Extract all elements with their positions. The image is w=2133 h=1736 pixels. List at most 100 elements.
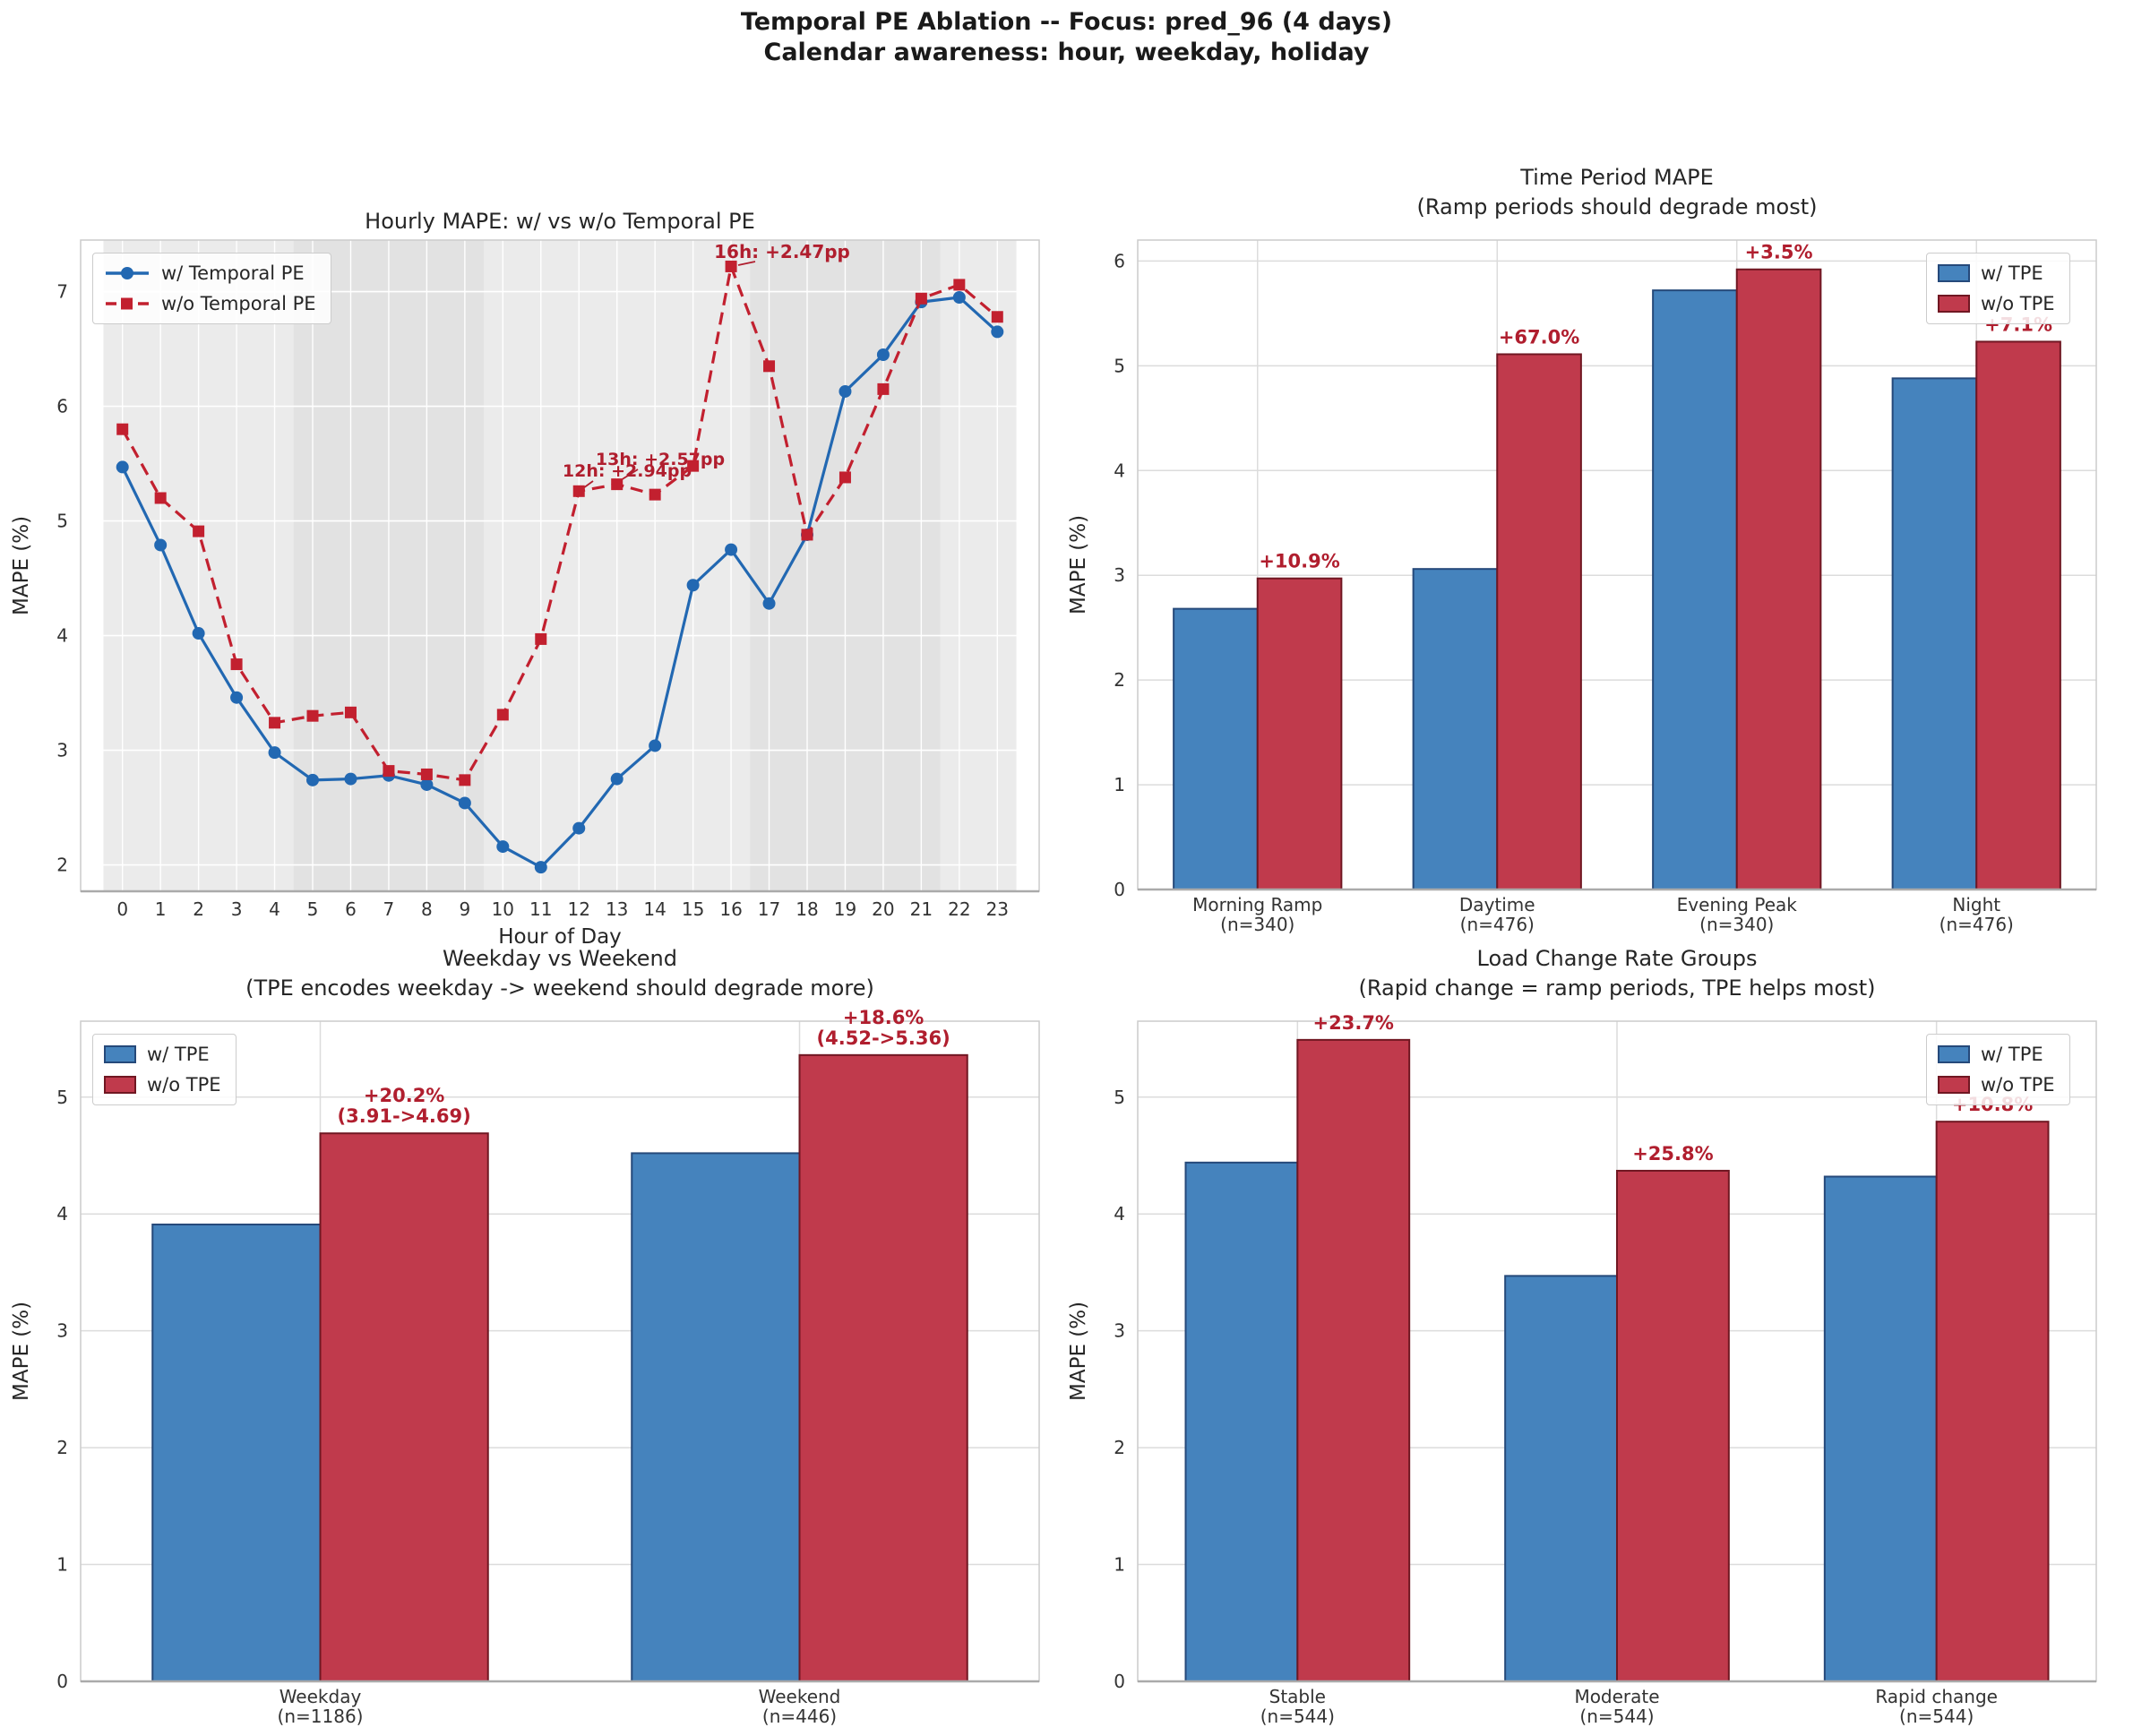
y-tick-label: 1 xyxy=(56,1554,68,1576)
weekday-legend: w/ TPE w/o TPE xyxy=(92,1034,237,1105)
bar-swatch-red xyxy=(1938,295,1970,313)
category-count-label: (n=544) xyxy=(1899,1706,1974,1727)
time-period-title-line1: Time Period MAPE xyxy=(1520,165,1714,190)
figure-title: Temporal PE Ablation -- Focus: pred_96 (… xyxy=(0,7,2133,68)
x-tick-label: 13 xyxy=(606,898,628,920)
y-tick-label: 5 xyxy=(1114,355,1125,376)
bar-annotation-0: (3.91->4.69) xyxy=(338,1105,471,1127)
figure-title-line2: Calendar awareness: hour, weekday, holid… xyxy=(763,39,1370,66)
x-tick-label: 16 xyxy=(719,898,742,920)
load-change-legend-item-with: w/ TPE xyxy=(1938,1044,2055,1065)
category-count-label: (n=476) xyxy=(1460,914,1535,935)
bar-swatch-blue xyxy=(1938,264,1970,282)
y-tick-label: 5 xyxy=(56,1087,68,1108)
annotation-12h: 12h: +2.94pp xyxy=(563,461,692,481)
y-tick-label: 3 xyxy=(1114,564,1125,586)
category-label: Daytime xyxy=(1459,894,1535,915)
hourly-xaxis-label: Hour of Day xyxy=(498,925,622,949)
x-tick-label: 22 xyxy=(948,898,970,920)
weekday-legend-label-without: w/o TPE xyxy=(147,1074,221,1096)
y-tick-label: 1 xyxy=(1114,1554,1125,1576)
y-tick-label: 4 xyxy=(56,1203,68,1225)
load_change-plot: +23.7%Stable(n=544)+25.8%Moderate(n=544)… xyxy=(1114,1012,2097,1727)
y-tick-label: 3 xyxy=(56,1320,68,1342)
y-tick-label: 3 xyxy=(1114,1320,1125,1342)
point-with-tpe-h20 xyxy=(876,348,890,361)
point-without-tpe-h5 xyxy=(306,709,319,722)
point-with-tpe-h14 xyxy=(649,739,662,752)
hourly-legend-item-with: w/ Temporal PE xyxy=(104,262,316,284)
bar-annotation-1: (4.52->5.36) xyxy=(817,1027,950,1049)
point-with-tpe-h10 xyxy=(496,840,510,854)
point-with-tpe-h12 xyxy=(572,821,586,835)
weekday-chart-title: Weekday vs Weekend (TPE encodes weekday … xyxy=(81,944,1039,1003)
x-tick-label: 7 xyxy=(383,898,395,920)
point-without-tpe-h9 xyxy=(459,774,471,786)
category-count-label: (n=340) xyxy=(1699,914,1774,935)
category-count-label: (n=1186) xyxy=(278,1706,364,1727)
weekday-title-line1: Weekday vs Weekend xyxy=(443,946,677,971)
category-label: Weekend xyxy=(759,1686,841,1707)
point-with-tpe-h5 xyxy=(306,773,320,786)
point-with-tpe-h3 xyxy=(230,691,244,704)
load-change-legend-label-with: w/ TPE xyxy=(1981,1044,2043,1065)
category-label: Morning Ramp xyxy=(1192,894,1322,915)
x-tick-label: 21 xyxy=(910,898,933,920)
bar-without-tpe-1 xyxy=(1616,1169,1730,1683)
category-count-label: (n=340) xyxy=(1220,914,1294,935)
bar-with-tpe-0 xyxy=(1173,607,1259,890)
line-marker-swatch-red xyxy=(106,297,149,310)
category-label: Weekday xyxy=(280,1686,362,1707)
point-with-tpe-h19 xyxy=(839,384,852,398)
point-with-tpe-h2 xyxy=(192,627,205,640)
bar-without-tpe-3 xyxy=(1975,340,2061,890)
x-tick-label: 12 xyxy=(568,898,590,920)
time-period-chart-title: Time Period MAPE (Ramp periods should de… xyxy=(1138,163,2096,222)
y-tick-label: 2 xyxy=(56,855,68,876)
point-without-tpe-h2 xyxy=(193,525,205,537)
weekday-yaxis-label: MAPE (%) xyxy=(10,1301,33,1402)
point-with-tpe-h9 xyxy=(458,796,471,810)
x-tick-label: 0 xyxy=(116,898,128,920)
load-change-title-line1: Load Change Rate Groups xyxy=(1476,946,1758,971)
category-count-label: (n=446) xyxy=(762,1706,837,1727)
line-marker-swatch-blue xyxy=(106,267,149,279)
point-with-tpe-h4 xyxy=(268,746,281,760)
category-count-label: (n=544) xyxy=(1260,1706,1335,1727)
point-without-tpe-h22 xyxy=(953,279,966,291)
annotation-arrow xyxy=(620,468,639,481)
time-period-legend-label-with: w/ TPE xyxy=(1981,262,2043,284)
time-period-legend: w/ TPE w/o TPE xyxy=(1926,253,2070,324)
time-period-yaxis-label: MAPE (%) xyxy=(1067,514,1090,615)
bar-with-tpe-1 xyxy=(631,1152,801,1682)
bar-without-tpe-1 xyxy=(1496,353,1582,891)
y-tick-label: 6 xyxy=(56,396,68,417)
point-with-tpe-h16 xyxy=(725,543,738,556)
x-tick-label: 2 xyxy=(193,898,204,920)
point-without-tpe-h19 xyxy=(839,471,851,484)
y-tick-label: 2 xyxy=(1114,669,1125,691)
bar-with-tpe-2 xyxy=(1652,289,1738,890)
point-without-tpe-h23 xyxy=(991,311,1003,323)
x-tick-label: 11 xyxy=(529,898,552,920)
point-with-tpe-h11 xyxy=(534,861,547,874)
point-without-tpe-h17 xyxy=(763,360,776,373)
load-change-legend-label-without: w/o TPE xyxy=(1981,1074,2055,1096)
y-tick-label: 6 xyxy=(1114,250,1125,271)
bar-with-tpe-0 xyxy=(1184,1161,1299,1683)
y-tick-label: 0 xyxy=(1114,879,1125,900)
weekday-legend-item-without: w/o TPE xyxy=(104,1074,221,1096)
category-label: Rapid change xyxy=(1875,1686,1998,1707)
time-period-legend-label-without: w/o TPE xyxy=(1981,293,2055,314)
hourly-chart-title: Hourly MAPE: w/ vs w/o Temporal PE xyxy=(365,209,755,234)
figure-title-line1: Temporal PE Ablation -- Focus: pred_96 (… xyxy=(740,8,1393,36)
bar-without-tpe-0 xyxy=(1256,577,1343,890)
weekday-title-line2: (TPE encodes weekday -> weekend should d… xyxy=(245,975,874,1001)
time-period-legend-item-without: w/o TPE xyxy=(1938,293,2055,314)
bar-without-tpe-0 xyxy=(1296,1038,1411,1683)
bar-annotation-2: +3.5% xyxy=(1745,242,1813,263)
point-with-tpe-h13 xyxy=(610,772,624,786)
point-without-tpe-h12 xyxy=(572,485,585,497)
point-with-tpe-h15 xyxy=(686,579,700,592)
